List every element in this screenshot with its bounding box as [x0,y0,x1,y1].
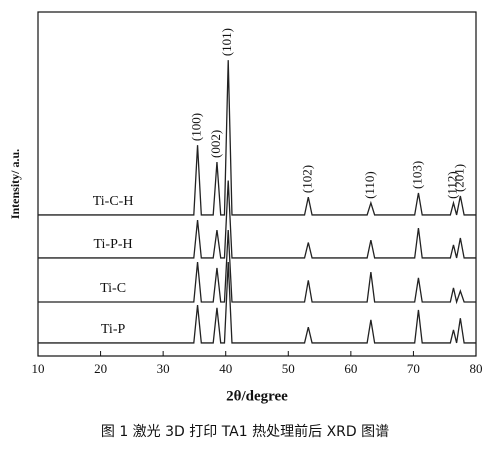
peak-label: (201) [451,164,466,192]
xrd-trace [38,262,476,344]
x-tick-label: 50 [282,361,295,376]
peak-label: (112) [444,171,459,199]
trace-name: Ti-P-H [93,237,132,252]
xrd-trace [38,180,476,259]
x-tick-label: 80 [470,361,483,376]
peak-label: (110) [362,171,377,199]
y-axis-label: Intensity/ a.u. [8,149,22,219]
peak-label: (100) [189,113,204,141]
x-tick-label: 40 [219,361,232,376]
xrd-trace [38,60,476,216]
peak-label: (102) [299,165,314,193]
x-tick-label: 60 [344,361,357,376]
peak-label: (103) [409,161,424,189]
x-tick-label: 20 [94,361,107,376]
x-tick-label: 10 [32,361,45,376]
caption: 图 1 激光 3D 打印 TA1 热处理前后 XRD 图谱 [101,423,389,440]
xrd-trace [38,230,476,305]
trace-name: Ti-P [101,322,126,337]
trace-name: Ti-C [100,281,126,296]
x-tick-label: 70 [407,361,420,376]
x-axis-label: 2θ/degree [226,388,288,404]
plot-frame [37,11,477,357]
peak-label: (101) [219,28,234,56]
trace-name: Ti-C-H [93,194,134,209]
x-tick-label: 30 [157,361,170,376]
peak-label: (002) [208,130,223,158]
